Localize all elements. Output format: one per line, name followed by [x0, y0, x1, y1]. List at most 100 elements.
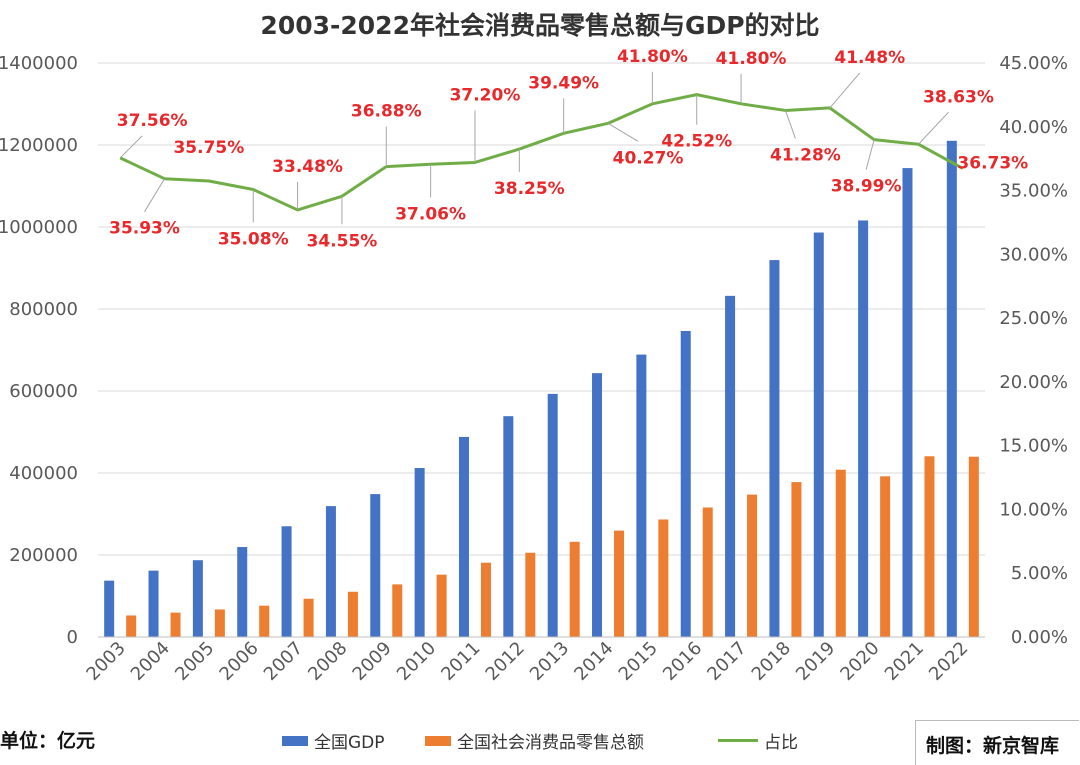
x-tick-label: 2018 — [748, 638, 795, 685]
ratio-data-label: 33.48% — [272, 157, 343, 177]
x-tick-label: 2006 — [216, 638, 263, 685]
bar-retail — [880, 476, 891, 637]
legend-label-ratio: 占比 — [764, 733, 798, 753]
legend-label-gdp: 全国GDP — [314, 733, 385, 753]
ratio-data-label: 38.99% — [831, 177, 902, 197]
data-label-leader — [918, 111, 949, 145]
y-right-tick-label: 15.00% — [999, 436, 1068, 457]
y-right-tick-label: 10.00% — [999, 499, 1068, 520]
bar-retail — [924, 456, 935, 637]
bar-gdp — [458, 436, 469, 637]
bar-gdp — [370, 494, 381, 637]
x-tick-label: 2011 — [437, 638, 484, 685]
bar-retail — [170, 612, 181, 637]
ratio-data-label: 41.80% — [716, 49, 787, 69]
y-left-tick-label: 200000 — [9, 545, 78, 566]
bar-gdp — [813, 232, 824, 637]
ratio-data-label: 41.80% — [617, 47, 688, 67]
ratio-data-label: 34.55% — [307, 231, 378, 251]
bar-layer — [104, 140, 979, 637]
data-label-leader — [144, 178, 165, 212]
data-label-leader — [829, 72, 861, 109]
legend-swatch-ratio — [718, 739, 758, 742]
bar-retail — [259, 605, 270, 637]
bar-gdp — [547, 393, 558, 637]
bar-retail — [525, 552, 536, 637]
x-tick-label: 2016 — [659, 638, 706, 685]
bar-gdp — [104, 580, 115, 637]
y-right-tick-label: 5.00% — [1011, 563, 1068, 584]
x-tick-label: 2013 — [526, 638, 573, 685]
x-tick-label: 2004 — [127, 638, 174, 685]
bar-gdp — [858, 220, 869, 637]
ratio-data-label: 35.93% — [109, 219, 180, 239]
bar-retail — [126, 615, 137, 637]
unit-note: 单位：亿元 — [0, 730, 96, 752]
ratio-line — [119, 93, 964, 212]
y-right-tick-label: 25.00% — [999, 308, 1068, 329]
y-left-tick-label: 1400000 — [0, 53, 78, 74]
bar-retail — [392, 584, 403, 637]
bar-retail — [569, 541, 580, 637]
x-tick-label: 2010 — [393, 638, 440, 685]
bar-gdp — [946, 140, 957, 637]
data-label-leader — [119, 135, 143, 159]
bar-retail — [658, 519, 669, 637]
ratio-data-label: 35.08% — [218, 230, 289, 250]
x-tick-label: 2005 — [171, 638, 218, 685]
bar-gdp — [725, 295, 736, 637]
legend-item-retail: 全国社会消费品零售总额 — [425, 728, 644, 753]
x-tick-label: 2022 — [925, 638, 972, 685]
line-layer — [119, 93, 964, 212]
y-right-tick-label: 20.00% — [999, 372, 1068, 393]
ratio-data-label: 37.20% — [450, 85, 521, 105]
ratio-data-label: 41.48% — [834, 48, 905, 68]
y-left-tick-label: 1000000 — [0, 217, 78, 238]
ratio-data-label: 37.56% — [117, 111, 188, 131]
ratio-data-label: 38.25% — [494, 179, 565, 199]
data-label-leader — [607, 122, 639, 142]
ratio-data-label: 42.52% — [661, 132, 732, 152]
ratio-data-label: 36.88% — [351, 102, 422, 122]
x-tick-label: 2017 — [703, 638, 750, 685]
bar-retail — [835, 469, 846, 637]
y-right-tick-label: 40.00% — [999, 117, 1068, 138]
bar-gdp — [680, 330, 691, 637]
bar-gdp — [592, 373, 603, 637]
x-tick-label: 2019 — [792, 638, 839, 685]
ratio-data-label: 38.63% — [923, 87, 994, 107]
bar-gdp — [148, 570, 159, 637]
ratio-data-label: 39.49% — [528, 73, 599, 93]
y-left-tick-label: 0 — [67, 627, 78, 648]
bar-retail — [347, 591, 358, 637]
legend-item-gdp: 全国GDP — [282, 728, 385, 753]
ratio-data-label: 40.27% — [613, 148, 684, 168]
bar-gdp — [769, 260, 780, 637]
x-tick-label: 2003 — [82, 638, 129, 685]
bar-retail — [747, 494, 758, 637]
legend-item-ratio: 占比 — [718, 728, 798, 753]
bar-gdp — [503, 416, 514, 637]
bar-retail — [791, 482, 802, 637]
bar-retail — [480, 562, 491, 637]
bar-retail — [303, 598, 314, 637]
bar-retail — [436, 574, 447, 637]
x-tick-label: 2009 — [349, 638, 396, 685]
y-right-tick-label: 0.00% — [1011, 627, 1068, 648]
legend-swatch-retail — [425, 735, 451, 746]
legend: 全国GDP 全国社会消费品零售总额 占比 — [0, 728, 1080, 753]
bar-gdp — [636, 354, 647, 637]
legend-swatch-gdp — [282, 735, 308, 746]
ratio-data-label: 41.28% — [770, 145, 841, 165]
x-tick-label: 2008 — [304, 638, 351, 685]
x-tick-label: 2012 — [482, 638, 529, 685]
bar-gdp — [325, 506, 336, 637]
x-tick-label: 2007 — [260, 638, 307, 685]
bar-retail — [968, 456, 979, 637]
data-label-leader — [865, 139, 875, 170]
y-left-tick-label: 800000 — [9, 299, 78, 320]
y-right-tick-label: 45.00% — [999, 53, 1068, 74]
legend-label-retail: 全国社会消费品零售总额 — [457, 733, 644, 753]
bar-gdp — [902, 168, 913, 637]
